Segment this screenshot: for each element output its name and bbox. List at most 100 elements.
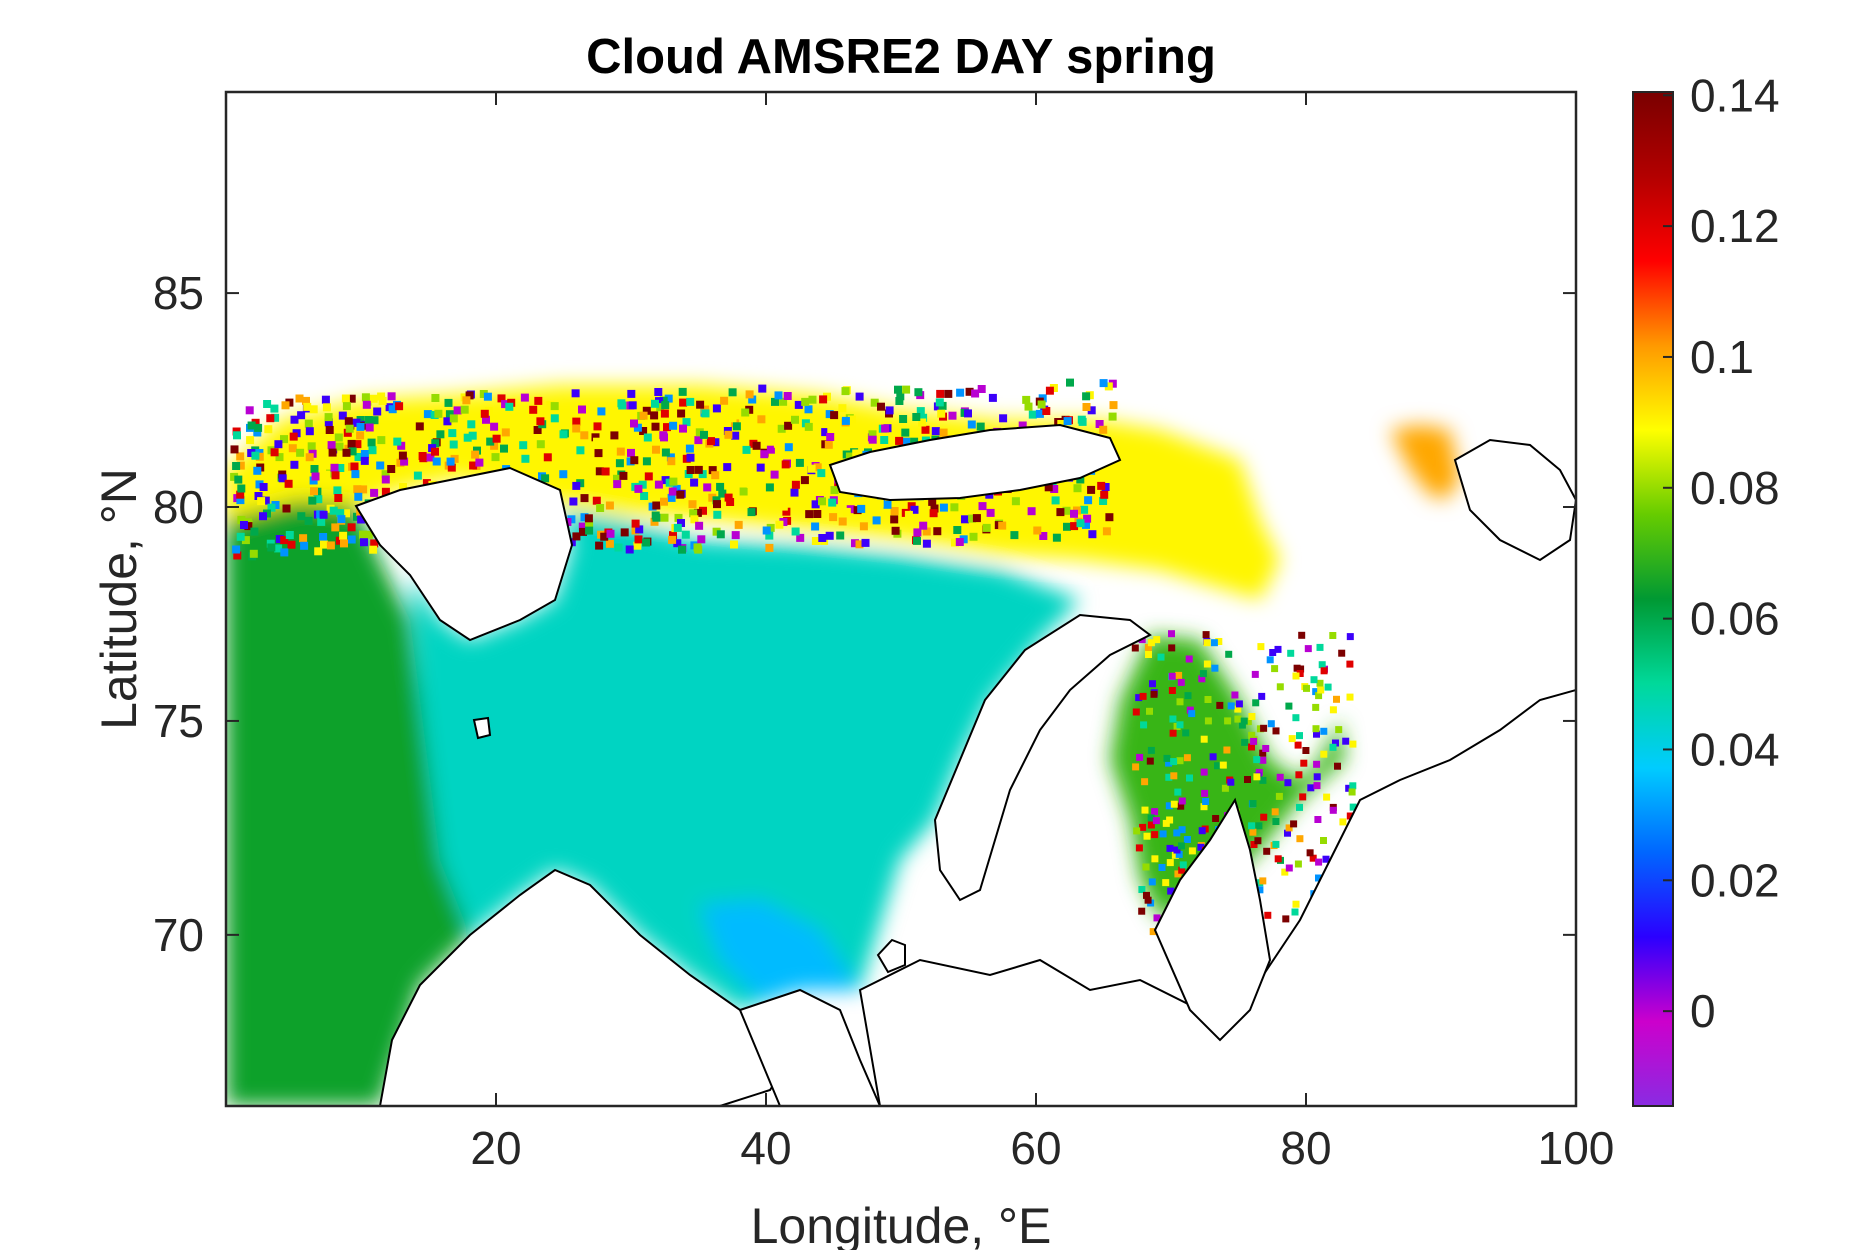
- pixel: [1178, 797, 1186, 805]
- pixel: [360, 456, 369, 465]
- pixel: [1200, 735, 1208, 743]
- x-axis: 20 40 60 80 100: [470, 92, 1614, 1174]
- pixel: [801, 397, 810, 406]
- pixel: [1151, 831, 1159, 839]
- pixel: [828, 498, 837, 507]
- pixel: [613, 474, 621, 483]
- pixel: [677, 519, 685, 527]
- pixel: [642, 538, 651, 547]
- pixel: [342, 448, 351, 457]
- pixel: [1258, 692, 1266, 700]
- pixel: [1259, 776, 1267, 784]
- pixel: [550, 414, 559, 423]
- pixel: [794, 400, 803, 409]
- pixel: [237, 515, 246, 524]
- pixel: [718, 489, 727, 498]
- pixel: [1039, 532, 1048, 540]
- pixel: [877, 402, 885, 411]
- pixel: [361, 393, 370, 402]
- pixel: [1052, 514, 1061, 523]
- pixel: [805, 510, 814, 519]
- pixel: [861, 538, 870, 547]
- pixel: [701, 409, 710, 418]
- pixel: [381, 475, 390, 484]
- pixel: [969, 532, 978, 541]
- pixel: [1166, 844, 1174, 852]
- pixel: [1144, 643, 1152, 651]
- pixel: [1179, 861, 1187, 869]
- pixel: [592, 496, 601, 505]
- pixel: [533, 426, 542, 434]
- pixel: [1248, 713, 1256, 720]
- pixel: [282, 504, 291, 513]
- pixel: [266, 414, 275, 423]
- pixel: [1335, 726, 1343, 734]
- pixel: [1188, 710, 1196, 718]
- pixel: [634, 484, 643, 493]
- colorbar-ticks: 0 0.02 0.04 0.06 0.08 0.1 0.12 0.14: [1663, 69, 1780, 1037]
- pixel: [278, 474, 287, 483]
- pixel: [669, 531, 677, 540]
- pixel: [1252, 699, 1260, 707]
- pixel: [1170, 758, 1178, 766]
- pixel: [650, 517, 659, 526]
- pixel: [619, 471, 628, 480]
- pixel: [620, 528, 629, 537]
- pixel: [821, 428, 830, 437]
- pixel: [986, 508, 995, 517]
- pixel: [902, 437, 910, 446]
- pixel: [667, 457, 676, 466]
- pixel: [678, 452, 687, 461]
- pixel: [1056, 508, 1065, 517]
- pixel: [841, 416, 850, 425]
- pixel: [263, 400, 272, 408]
- pixel: [652, 501, 661, 510]
- pixel: [774, 391, 783, 400]
- pixel: [1042, 407, 1051, 415]
- pixel: [596, 504, 605, 512]
- pixel: [700, 430, 708, 439]
- pixel: [304, 419, 313, 428]
- pixel: [712, 527, 721, 536]
- pixel: [667, 493, 676, 502]
- pixel: [784, 443, 793, 452]
- pixel: [1178, 826, 1186, 834]
- pixel: [697, 535, 706, 544]
- pixel: [1101, 483, 1110, 491]
- pixel: [855, 392, 864, 401]
- pixel: [891, 526, 900, 535]
- pixel: [634, 535, 643, 544]
- pixel: [1151, 808, 1159, 816]
- pixel: [591, 433, 600, 442]
- pixel: [1135, 694, 1143, 702]
- pixel: [811, 522, 820, 531]
- pixel: [652, 445, 660, 454]
- pixel: [1303, 684, 1310, 692]
- pixel: [746, 479, 755, 488]
- pixel: [758, 384, 767, 393]
- pixel: [899, 415, 908, 423]
- pixel: [617, 399, 626, 408]
- pixel: [766, 445, 775, 454]
- pixel: [572, 424, 581, 433]
- pixel: [381, 470, 390, 479]
- pixel: [676, 490, 685, 499]
- pixel: [1070, 509, 1078, 518]
- pixel: [628, 401, 637, 410]
- pixel: [1082, 403, 1091, 411]
- pixel: [593, 437, 601, 446]
- pixel: [236, 452, 245, 461]
- pixel: [1202, 631, 1210, 639]
- pixel: [1312, 703, 1320, 711]
- pixel: [1323, 793, 1331, 801]
- pixel: [1199, 670, 1207, 678]
- pixel: [492, 434, 501, 443]
- pixel: [781, 460, 790, 469]
- pixel: [614, 543, 623, 552]
- pixel: [1200, 768, 1208, 776]
- pixel: [1045, 386, 1054, 395]
- pixel: [431, 394, 440, 402]
- pixel: [1165, 759, 1173, 767]
- pixel: [819, 395, 828, 404]
